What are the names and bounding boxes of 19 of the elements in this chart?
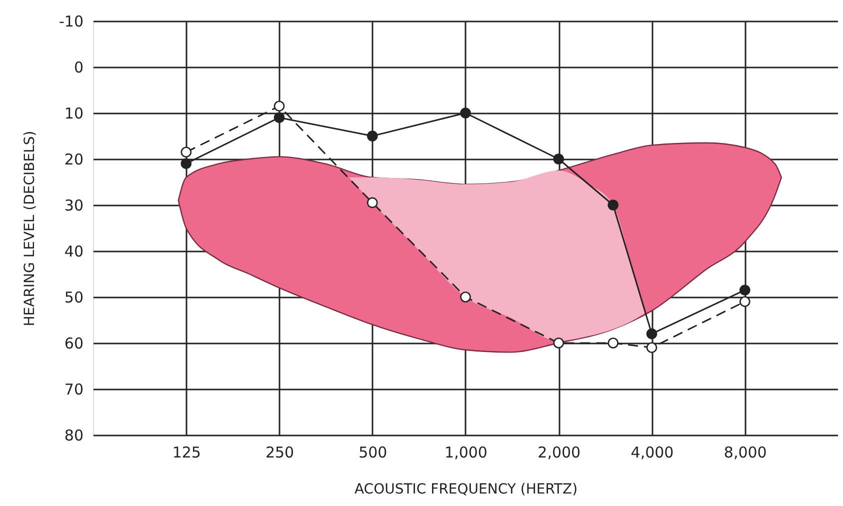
y-tick-label: 20 <box>64 150 84 168</box>
y-tick-label: 60 <box>64 334 84 352</box>
x-axis-title: ACOUSTIC FREQUENCY (HERTZ) <box>354 482 578 498</box>
y-tick-label: 40 <box>64 242 84 260</box>
y-tick-label: -10 <box>59 12 84 30</box>
x-tick-label: 8,000 <box>724 444 767 462</box>
x-tick-label: 250 <box>265 444 294 462</box>
y-tick-label: 0 <box>74 58 84 76</box>
y-tick-label: 80 <box>64 426 84 444</box>
y-tick-label: 70 <box>64 380 84 398</box>
x-tick-label: 4,000 <box>630 444 674 462</box>
y-axis-title: HEARING LEVEL (DECIBELS) <box>22 130 38 326</box>
y-tick-label: 30 <box>64 196 84 214</box>
x-tick-label: 125 <box>172 444 201 462</box>
x-tick-label: 2,000 <box>538 444 581 462</box>
y-tick-label: 50 <box>64 288 84 306</box>
x-tick-label: 1,000 <box>444 444 488 462</box>
x-tick-label: 500 <box>358 444 388 462</box>
y-tick-label: 10 <box>64 104 84 122</box>
